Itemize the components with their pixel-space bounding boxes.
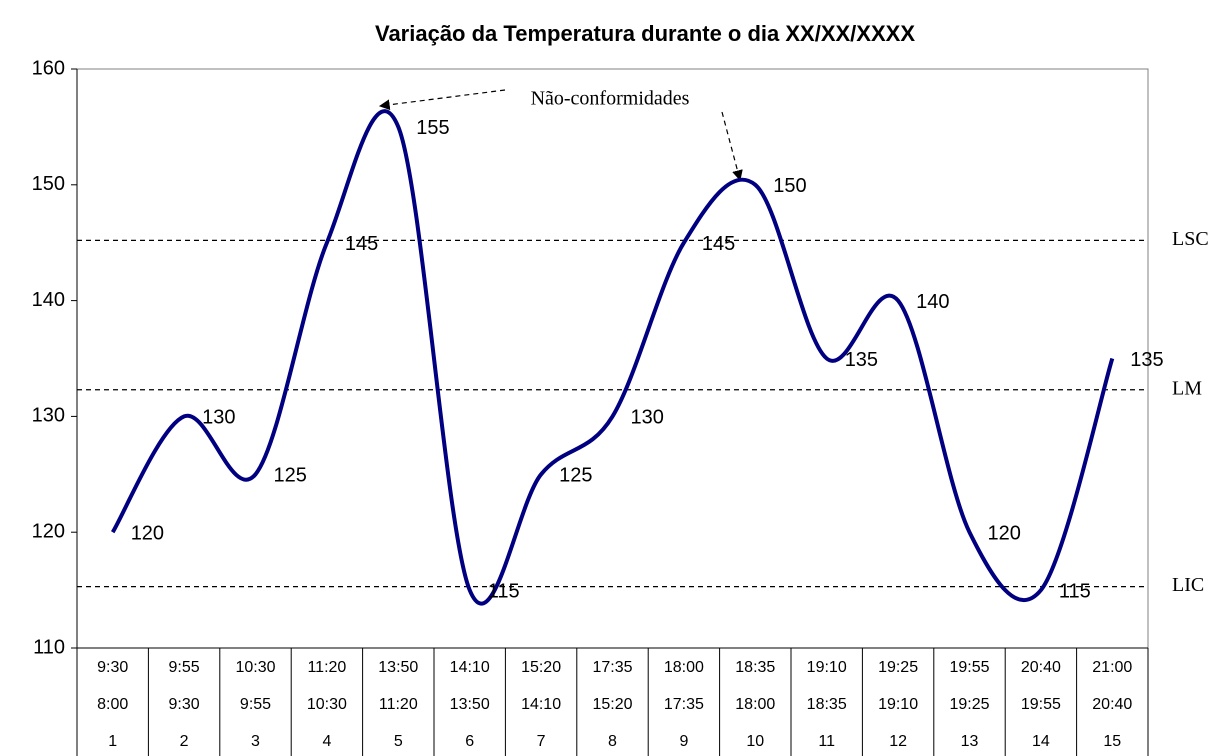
- x-time-label: 9:30: [97, 659, 128, 676]
- reference-label: LM: [1172, 377, 1202, 399]
- x-time-label: 18:35: [735, 659, 775, 676]
- y-tick-label: 140: [32, 289, 65, 311]
- x-tick-label: 14: [1032, 733, 1050, 750]
- x-time-label: 9:30: [169, 696, 200, 713]
- x-time-label: 15:20: [592, 696, 632, 713]
- x-time-label: 13:50: [378, 659, 418, 676]
- x-time-label: 13:50: [450, 696, 490, 713]
- y-tick-label: 110: [33, 636, 65, 658]
- x-tick-label: 11: [818, 733, 835, 750]
- y-tick-label: 120: [32, 520, 65, 542]
- data-label: 125: [274, 465, 307, 487]
- x-time-label: 21:00: [1092, 659, 1132, 676]
- data-label: 120: [131, 522, 164, 544]
- data-label: 130: [202, 407, 235, 429]
- x-time-label: 19:25: [949, 696, 989, 713]
- x-tick-label: 12: [889, 733, 907, 750]
- x-time-label: 19:10: [878, 696, 918, 713]
- x-tick-label: 4: [322, 733, 331, 750]
- data-label: 145: [345, 233, 378, 255]
- data-label: 120: [988, 522, 1021, 544]
- x-time-label: 18:00: [664, 659, 704, 676]
- x-tick-label: 7: [537, 733, 546, 750]
- x-tick-label: 2: [180, 733, 189, 750]
- data-label: 145: [702, 233, 735, 255]
- x-time-label: 19:55: [1021, 696, 1061, 713]
- x-tick-label: 8: [608, 733, 617, 750]
- x-tick-label: 6: [465, 733, 474, 750]
- annotation-arrow: [721, 111, 743, 182]
- x-time-label: 20:40: [1092, 696, 1132, 713]
- data-label: 155: [416, 117, 449, 139]
- x-tick-label: 1: [108, 733, 117, 750]
- x-time-label: 14:10: [521, 696, 561, 713]
- x-time-label: 19:55: [949, 659, 989, 676]
- x-time-label: 20:40: [1021, 659, 1061, 676]
- line: [110, 109, 1115, 606]
- chart-title: Variação da Temperatura durante o dia XX…: [375, 21, 915, 46]
- x-tick-label: 5: [394, 733, 403, 750]
- data-label: 115: [1059, 580, 1091, 602]
- data-label: 140: [916, 291, 949, 313]
- annotation: Não-conformidades: [531, 88, 690, 110]
- data-label: 135: [1130, 349, 1163, 371]
- annotation-arrow: [378, 89, 506, 111]
- data-label: 115: [488, 580, 520, 602]
- data-label: 135: [845, 349, 878, 371]
- x-time-label: 11:20: [307, 659, 346, 676]
- y-tick-label: 130: [32, 405, 65, 427]
- x-time-label: 14:10: [450, 659, 490, 676]
- x-tick-label: 3: [251, 733, 260, 750]
- x-tick-label: 13: [961, 733, 979, 750]
- x-tick-label: 9: [679, 733, 688, 750]
- x-tick-label: 15: [1103, 733, 1121, 750]
- x-time-label: 15:20: [521, 659, 561, 676]
- x-time-label: 17:35: [664, 696, 704, 713]
- x-time-label: 18:35: [807, 696, 847, 713]
- y-tick-label: 150: [32, 173, 65, 195]
- x-time-label: 9:55: [240, 696, 271, 713]
- reference-label: LIC: [1172, 574, 1204, 596]
- x-time-label: 11:20: [379, 696, 418, 713]
- x-time-label: 19:10: [807, 659, 847, 676]
- x-time-label: 10:30: [307, 696, 347, 713]
- data-label: 125: [559, 465, 592, 487]
- y-tick-label: 160: [32, 57, 65, 79]
- x-time-label: 10:30: [235, 659, 275, 676]
- data-label: 150: [773, 175, 806, 197]
- x-time-label: 17:35: [592, 659, 632, 676]
- data-label: 130: [631, 407, 664, 429]
- x-tick-label: 10: [746, 733, 764, 750]
- x-time-label: 18:00: [735, 696, 775, 713]
- x-time-label: 8:00: [97, 696, 128, 713]
- x-time-label: 19:25: [878, 659, 918, 676]
- x-time-label: 9:55: [169, 659, 200, 676]
- plot-area: [76, 68, 1149, 649]
- reference-label: LSC: [1172, 228, 1209, 250]
